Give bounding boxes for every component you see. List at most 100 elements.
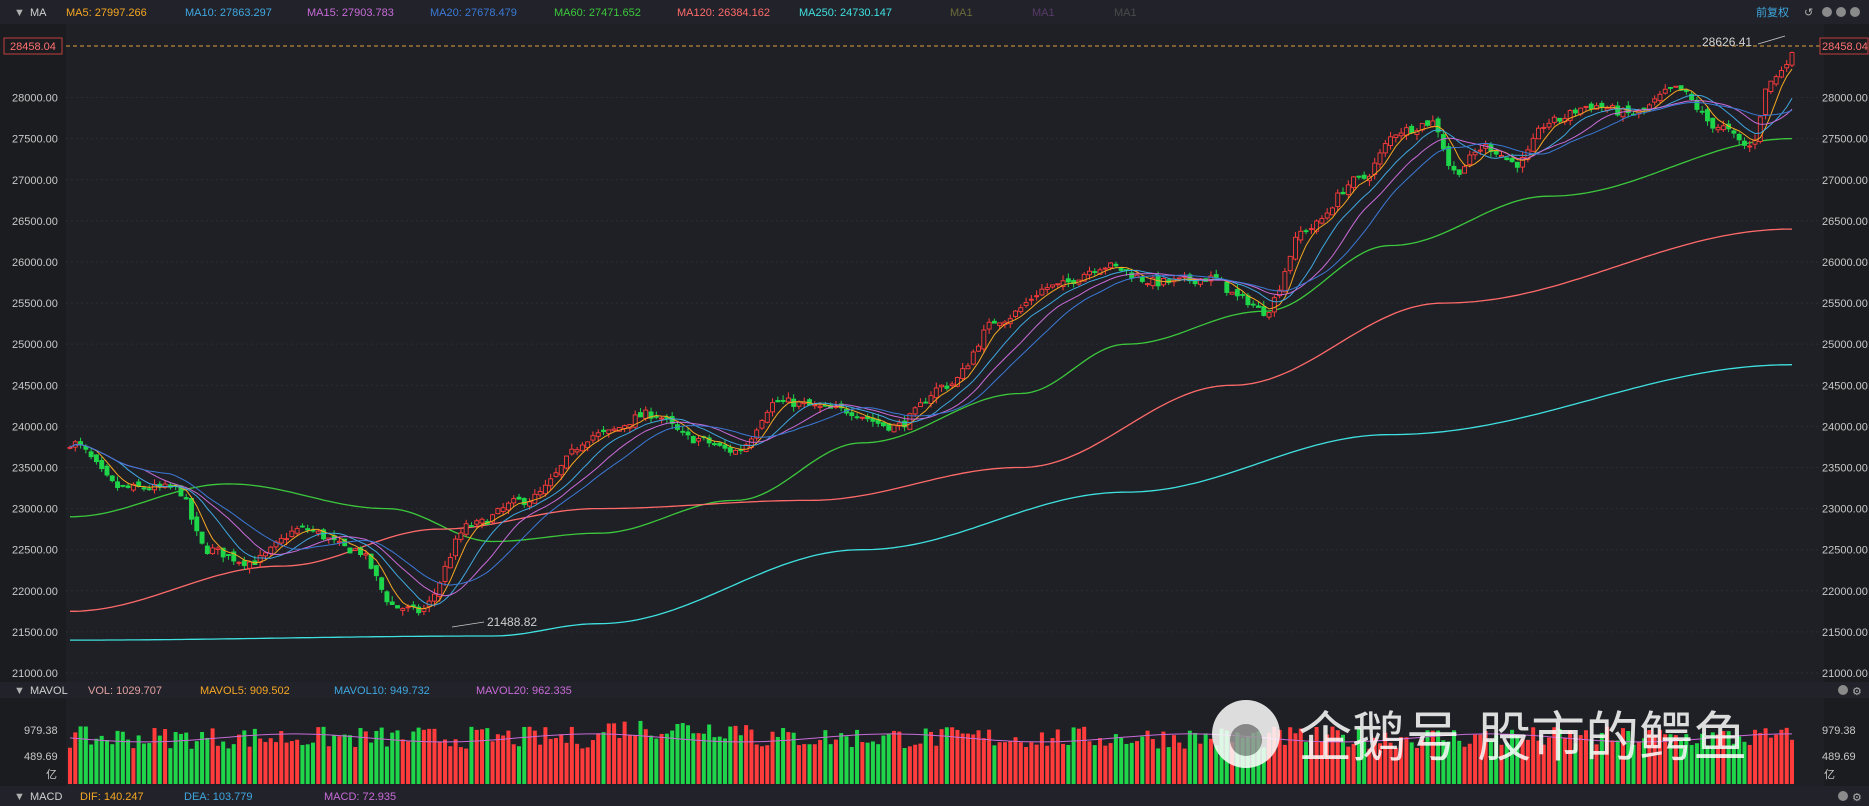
volume-bar: [1325, 734, 1330, 784]
candle-body: [727, 447, 733, 453]
volume-bar: [126, 739, 131, 784]
volume-bar: [1731, 743, 1736, 784]
ma-legend: MA5: 27997.266 MA10: 27863.297 MA15: 27903…: [66, 7, 1137, 19]
volume-bar: [1446, 741, 1451, 784]
ma-legend-item: MA15: 27903.783: [307, 7, 394, 19]
candle-body: [104, 465, 110, 476]
candle-body: [490, 514, 496, 523]
volume-bar: [686, 725, 691, 784]
volume-bar: [1774, 734, 1779, 784]
volume-collapse-icon[interactable]: ▼: [14, 685, 25, 697]
candle-body: [358, 547, 363, 556]
candle-body: [928, 395, 934, 404]
volume-bar: [728, 726, 733, 784]
candle-body: [933, 387, 939, 399]
volume-bar: [1589, 740, 1594, 784]
candle-body: [1604, 107, 1610, 111]
volume-bar: [754, 744, 759, 784]
candle-body: [690, 436, 696, 444]
volume-bar: [480, 729, 485, 784]
candle-body: [711, 443, 717, 446]
volume-bar: [1404, 737, 1409, 784]
macd-collapse-icon[interactable]: ▼: [14, 791, 25, 803]
plus-icon[interactable]: [1836, 7, 1846, 17]
volume-bar: [770, 731, 775, 784]
candle-body: [1462, 166, 1467, 174]
ma60-line: [69, 137, 1793, 543]
candle-body: [590, 435, 596, 441]
candle-body: [130, 483, 136, 491]
candle-body: [891, 424, 897, 433]
ma-legend-item: MA10: 27863.297: [185, 7, 272, 19]
volume-bar: [1388, 742, 1393, 784]
candle-body: [1583, 105, 1589, 108]
volume-bar: [749, 729, 754, 784]
volume-bar: [432, 728, 437, 784]
volume-bar: [781, 728, 786, 784]
volume-bar: [722, 738, 727, 784]
volume-bar: [1737, 736, 1742, 784]
candle-body: [1398, 132, 1404, 137]
adjust-mode-button[interactable]: 前复权: [1756, 5, 1789, 19]
price-tick-left: 22000.00: [12, 586, 58, 598]
volume-bar: [1282, 744, 1287, 784]
candle-body: [1345, 184, 1351, 196]
mavol-line: [69, 733, 1792, 743]
price-tick-left: 28000.00: [12, 93, 58, 105]
candle-body: [1256, 305, 1261, 308]
volume-bar: [886, 733, 891, 784]
price-tick-left: 24500.00: [12, 380, 58, 392]
volume-bar: [1457, 740, 1462, 784]
ma250-line: [70, 364, 1793, 641]
price-tick-right: 24000.00: [1822, 421, 1868, 433]
volume-bar: [1673, 735, 1678, 784]
candle-body: [262, 552, 268, 557]
price-tick-right: 24500.00: [1822, 380, 1868, 392]
volume-bar: [1129, 742, 1134, 784]
candle-body: [115, 481, 120, 489]
candle-body: [93, 454, 99, 463]
candle-body: [981, 329, 987, 350]
candle-body: [389, 601, 395, 605]
volume-unit-right: 亿: [1824, 768, 1835, 781]
volume-bar: [1330, 726, 1335, 784]
price-tick-right: 21000.00: [1822, 668, 1868, 680]
macd-settings-icon[interactable]: ⚙: [1852, 792, 1862, 804]
volume-bar: [485, 728, 490, 784]
volume-settings-icon[interactable]: ⚙: [1852, 686, 1862, 698]
current-price-right: 28458.04: [1822, 41, 1868, 53]
volume-bar: [649, 735, 654, 784]
candle-body: [400, 608, 406, 611]
candle-body: [347, 547, 353, 554]
main-header: ▼ MA MA5: 27997.266 MA10: 27863.297 MA15: …: [14, 5, 1860, 19]
volume-bar: [490, 741, 495, 784]
candle-body: [1335, 192, 1341, 208]
volume-panel-name: MAVOL: [30, 685, 68, 697]
candle-body: [1720, 125, 1726, 131]
collapse-icon[interactable]: ▼: [14, 7, 25, 19]
candle-body: [1731, 130, 1737, 134]
volume-bar: [939, 729, 944, 784]
volume-bar: [849, 746, 854, 784]
volume-bar: [839, 733, 844, 784]
volume-bar: [184, 732, 189, 784]
high-annotation: 28626.41: [1702, 35, 1786, 49]
vol-legend-item: MAVOL10: 949.732: [334, 685, 430, 697]
macd-header: ▼ MACD DIF: 140.247 DEA: 103.779 MACD: 72.…: [14, 791, 1862, 804]
macd-close-icon[interactable]: [1838, 791, 1848, 801]
candle-body: [1773, 76, 1779, 85]
volume-close-icon[interactable]: [1838, 685, 1848, 695]
volume-bar: [543, 727, 548, 784]
minus-icon[interactable]: [1822, 7, 1832, 17]
volume-bar: [1515, 735, 1520, 784]
candle-body: [1065, 278, 1071, 283]
volume-bar: [923, 728, 928, 784]
reset-icon[interactable]: ↺: [1804, 7, 1813, 19]
candle-body: [791, 398, 797, 407]
volume-bar: [823, 730, 828, 784]
volume-bar: [1663, 734, 1668, 784]
volume-bar: [1018, 742, 1023, 784]
volume-bar: [934, 745, 939, 784]
candle-body: [1683, 89, 1689, 92]
close-icon[interactable]: [1850, 7, 1860, 17]
